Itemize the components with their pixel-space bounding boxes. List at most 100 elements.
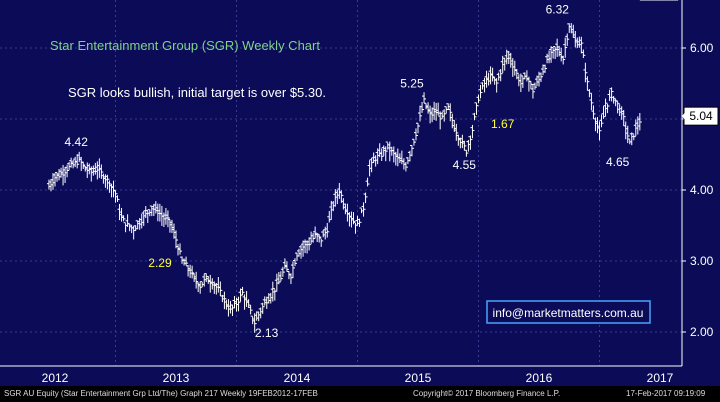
price-bar	[351, 212, 356, 225]
price-bar	[280, 266, 285, 277]
price-bar	[631, 133, 636, 141]
price-bar	[111, 180, 116, 198]
chart-subtitle: SGR looks bullish, initial target is ove…	[68, 85, 326, 100]
price-bar	[585, 76, 590, 91]
price-bar	[561, 55, 566, 65]
price-bar	[422, 92, 427, 104]
price-bar	[637, 112, 642, 131]
price-bar	[222, 291, 227, 310]
price-bar	[409, 144, 414, 157]
price-bar	[532, 82, 537, 90]
price-bar	[165, 210, 170, 228]
price-bar	[218, 281, 223, 297]
price-label: 6.32	[546, 2, 570, 16]
grid	[0, 0, 682, 366]
price-bar	[420, 102, 425, 113]
price-bar	[470, 124, 475, 139]
price-bar	[178, 243, 183, 255]
footer-copyright: Copyright© 2017 Bloomberg Finance L.P.	[413, 389, 561, 398]
price-bar	[615, 100, 620, 114]
price-bar	[319, 237, 324, 247]
contact-email[interactable]: info@marketmatters.com.au	[493, 306, 644, 320]
y-tick-label: 2.00	[690, 325, 714, 339]
price-bar	[416, 122, 420, 134]
price-bar	[591, 105, 596, 120]
y-tick-label: 6.00	[690, 41, 714, 55]
price-bar	[292, 258, 297, 267]
last-price-marker: 5.04	[682, 106, 719, 126]
price-label: 4.42	[65, 135, 89, 149]
price-bar	[311, 232, 316, 243]
price-bar	[284, 261, 289, 272]
price-bar	[236, 296, 241, 312]
price-bar	[581, 49, 586, 59]
price-bar	[363, 192, 368, 204]
price-label: 1.67	[491, 117, 515, 131]
price-bar	[81, 161, 86, 170]
price-bar	[99, 164, 104, 179]
price-bar	[625, 125, 630, 144]
x-tick-label: 2014	[284, 371, 311, 385]
footer-source: SGR AU Equity (Star Entertainment Grp Lt…	[4, 389, 318, 398]
price-bar	[383, 146, 388, 162]
price-bar	[194, 271, 199, 289]
plot-background	[0, 0, 720, 386]
price-bar	[448, 103, 453, 122]
price-bar	[464, 149, 469, 157]
price-bar	[514, 69, 519, 80]
price-bar	[240, 286, 245, 296]
price-bar	[307, 237, 312, 251]
price-label: 4.55	[453, 158, 477, 172]
y-tick-label: 4.00	[690, 183, 714, 197]
price-bar	[462, 140, 467, 151]
contact-box	[486, 300, 651, 324]
price-bar	[248, 305, 253, 315]
price-bar	[605, 102, 610, 114]
price-bar	[317, 233, 322, 243]
x-tick-label: 2017	[647, 371, 674, 385]
price-bar	[65, 164, 70, 178]
y-tick-label: 3.00	[690, 254, 714, 268]
x-tick-label: 2016	[526, 371, 553, 385]
x-tick-label: 2013	[163, 371, 190, 385]
footer-timestamp: 17-Feb-2017 09:19:09	[626, 389, 706, 398]
price-bar	[498, 69, 503, 82]
price-bar	[438, 111, 443, 130]
x-tick-label: 2012	[42, 371, 69, 385]
price-bar	[418, 105, 423, 122]
price-bar	[589, 93, 594, 111]
price-bar	[121, 215, 126, 222]
price-bar	[115, 195, 120, 202]
price-bar	[543, 64, 548, 73]
axes: 2.003.004.005.006.0020122013201420152016…	[0, 0, 719, 385]
price-bar	[105, 174, 110, 190]
price-bar	[252, 313, 257, 333]
price-bar	[601, 106, 606, 119]
price-bar	[403, 161, 408, 172]
price-bar	[357, 218, 362, 227]
price-bar	[468, 135, 473, 150]
price-bar	[174, 230, 178, 249]
price-bar	[599, 114, 604, 128]
price-label: 4.65	[606, 155, 630, 169]
price-bar	[563, 37, 568, 58]
price-bar	[621, 109, 626, 126]
price-bar	[539, 72, 544, 83]
price-bar	[379, 148, 384, 161]
price-bar	[325, 222, 330, 238]
price-bar	[597, 121, 602, 141]
price-bar	[276, 271, 281, 285]
price-bar	[413, 128, 418, 141]
price-label: 5.25	[400, 76, 424, 90]
price-bar	[260, 302, 265, 314]
price-bar	[579, 36, 584, 54]
x-tick-label: 2015	[405, 371, 432, 385]
price-bar	[113, 190, 118, 203]
price-label: 2.13	[255, 326, 279, 340]
price-bar	[184, 256, 189, 266]
price-bar	[246, 299, 251, 308]
price-bar	[454, 123, 459, 141]
price-bar	[474, 102, 479, 115]
price-bar	[365, 177, 370, 187]
price-bar	[565, 33, 570, 46]
